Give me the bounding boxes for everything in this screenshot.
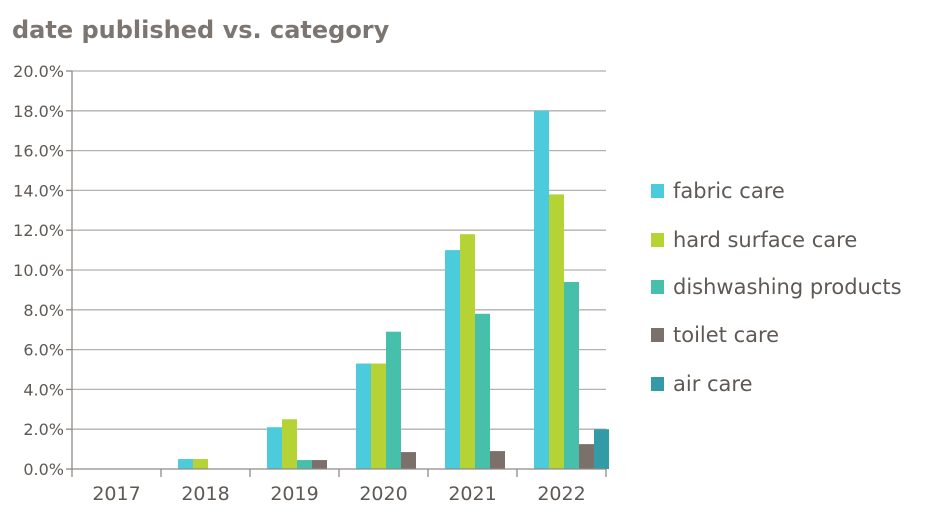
legend-label: dishwashing products [673, 275, 902, 299]
y-tick-label: 2.0% [23, 420, 64, 439]
y-tick-label: 8.0% [23, 301, 64, 320]
chart-title: date published vs. category [12, 16, 390, 44]
y-tick-label: 20.0% [13, 62, 64, 81]
bar [534, 110, 549, 470]
x-tick-label: 2019 [270, 483, 318, 505]
y-tick-label: 10.0% [13, 261, 64, 280]
bar [312, 460, 327, 469]
legend-label: air care [673, 372, 753, 396]
bar [401, 452, 416, 469]
bar [579, 444, 594, 469]
bar [564, 281, 579, 469]
bars [178, 110, 609, 470]
legend-swatch [651, 328, 664, 342]
bar [178, 459, 193, 469]
bar [282, 419, 297, 469]
y-tick-label: 0.0% [23, 460, 64, 479]
legend-label: toilet care [673, 323, 779, 347]
bar [297, 460, 312, 469]
y-tick-label: 16.0% [13, 142, 64, 161]
x-tick-label: 2022 [537, 483, 585, 505]
y-tick-label: 4.0% [23, 380, 64, 399]
y-tick-label: 12.0% [13, 221, 64, 240]
y-tick-label: 14.0% [13, 181, 64, 200]
y-tick-label: 18.0% [13, 102, 64, 121]
legend-swatch [651, 233, 664, 247]
bar [267, 427, 282, 469]
legend-swatch [651, 377, 664, 391]
bar [594, 429, 609, 469]
bar [371, 363, 386, 469]
x-tick-label: 2020 [359, 483, 407, 505]
bar [475, 313, 490, 469]
x-tick-label: 2018 [181, 483, 229, 505]
legend-label: hard surface care [673, 228, 857, 252]
bar [193, 459, 208, 469]
legend-swatch [651, 184, 664, 198]
x-axis-ticks: 2017 2018 2019 2020 2021 2022 [71, 469, 607, 505]
y-axis-ticks: 0.0% 2.0% 4.0% 6.0% 8.0% 10.0% 12.0% 14.0% 16.0%… [13, 62, 72, 479]
legend-label: fabric care [673, 179, 785, 203]
x-tick-label: 2021 [448, 483, 496, 505]
x-tick-label: 2017 [92, 483, 140, 505]
y-tick-label: 6.0% [23, 341, 64, 360]
legend: fabric care hard surface care dishwashing … [651, 179, 902, 396]
gridlines [72, 70, 606, 430]
bar [490, 451, 505, 469]
bar [356, 363, 371, 469]
bar [460, 234, 475, 469]
bar [386, 331, 401, 469]
bar [549, 194, 564, 469]
bar [445, 250, 460, 469]
legend-swatch [651, 280, 664, 294]
